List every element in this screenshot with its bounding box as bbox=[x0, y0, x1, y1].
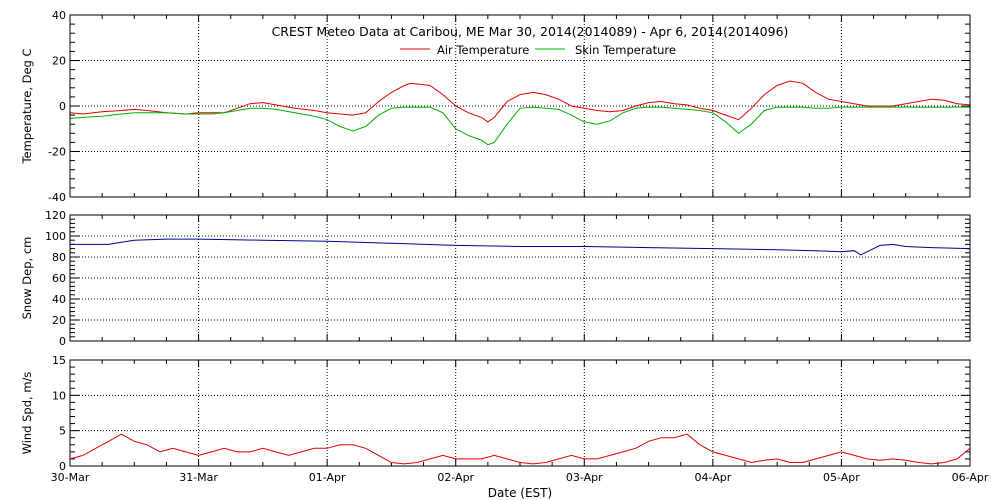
y-tick-label: 0 bbox=[59, 460, 66, 473]
x-tick-label: 31-Mar bbox=[179, 471, 218, 484]
legend-label: Skin Temperature bbox=[575, 43, 676, 57]
plot-frame bbox=[69, 214, 971, 342]
series-line-air-temperature bbox=[69, 80, 971, 123]
x-tick-label: 02-Apr bbox=[437, 471, 474, 484]
temperature-panel: -40 -20 0 20 40 Temperature, Deg C Air Tempera… bbox=[20, 9, 971, 204]
x-tick-label: 30-Mar bbox=[51, 471, 90, 484]
series-line-skin-temperature bbox=[69, 106, 970, 146]
x-tick-label: 03-Apr bbox=[566, 471, 603, 484]
legend-label: Air Temperature bbox=[437, 43, 529, 57]
y-tick-label: 5 bbox=[59, 425, 66, 438]
y-tick-label: -40 bbox=[48, 191, 66, 204]
y-axis-label: Temperature, Deg C bbox=[20, 48, 34, 164]
series-line-panel-2-0 bbox=[69, 433, 971, 465]
date-axis: 30-Mar 31-Mar 01-Apr 02-Apr 03-Apr 04-Apr 05-A… bbox=[51, 471, 989, 484]
x-tick-label: 01-Apr bbox=[309, 471, 346, 484]
x-tick-label: 05-Apr bbox=[823, 471, 860, 484]
series-line-panel-1-0 bbox=[70, 238, 971, 256]
wind-speed-panel: 0 5 10 15 Wind Spd, m/s bbox=[20, 354, 971, 473]
y-tick-label: 40 bbox=[52, 9, 66, 22]
x-tick-label: 04-Apr bbox=[694, 471, 731, 484]
plot-frame bbox=[69, 14, 971, 198]
y-tick-label: 80 bbox=[52, 251, 66, 264]
y-tick-label: 40 bbox=[52, 293, 66, 306]
plot-frame bbox=[69, 359, 971, 467]
y-tick-label: 120 bbox=[45, 209, 66, 222]
y-axis-label: Wind Spd, m/s bbox=[20, 372, 34, 455]
y-tick-label: 15 bbox=[52, 354, 66, 367]
snow-depth-panel: 0 20 40 60 80 100 120 Snow Dep, cm bbox=[20, 209, 971, 348]
y-tick-label: 10 bbox=[52, 389, 66, 402]
x-tick-label: 06-Apr bbox=[952, 471, 989, 484]
y-tick-label: 0 bbox=[59, 100, 66, 113]
y-tick-label: 20 bbox=[52, 55, 66, 68]
y-axis-label: Snow Dep, cm bbox=[20, 237, 34, 320]
y-tick-label: 100 bbox=[45, 230, 66, 243]
y-tick-label: 60 bbox=[52, 272, 66, 285]
y-tick-label: 20 bbox=[52, 314, 66, 327]
x-axis-label: Date (EST) bbox=[488, 486, 552, 500]
chart-title: CREST Meteo Data at Caribou, ME Mar 30, … bbox=[272, 24, 789, 39]
y-tick-label: 0 bbox=[59, 335, 66, 348]
y-tick-label: -20 bbox=[48, 146, 66, 159]
